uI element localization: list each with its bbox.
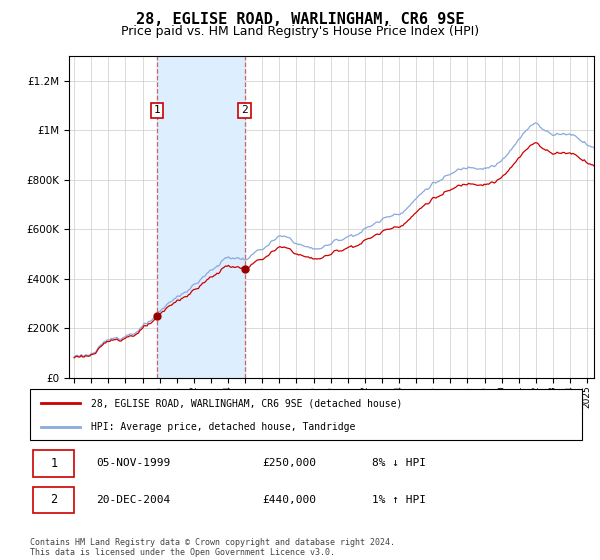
Text: 28, EGLISE ROAD, WARLINGHAM, CR6 9SE (detached house): 28, EGLISE ROAD, WARLINGHAM, CR6 9SE (de…: [91, 398, 402, 408]
FancyBboxPatch shape: [33, 487, 74, 513]
Text: 1: 1: [154, 105, 160, 115]
Text: £440,000: £440,000: [262, 495, 316, 505]
Text: 1% ↑ HPI: 1% ↑ HPI: [372, 495, 426, 505]
Text: Price paid vs. HM Land Registry's House Price Index (HPI): Price paid vs. HM Land Registry's House …: [121, 25, 479, 38]
Text: HPI: Average price, detached house, Tandridge: HPI: Average price, detached house, Tand…: [91, 422, 355, 432]
Text: 20-DEC-2004: 20-DEC-2004: [96, 495, 170, 505]
Text: 8% ↓ HPI: 8% ↓ HPI: [372, 459, 426, 468]
Text: Contains HM Land Registry data © Crown copyright and database right 2024.
This d: Contains HM Land Registry data © Crown c…: [30, 538, 395, 557]
Text: 1: 1: [50, 457, 57, 470]
Text: 2: 2: [50, 493, 57, 506]
Text: 05-NOV-1999: 05-NOV-1999: [96, 459, 170, 468]
Text: 2: 2: [241, 105, 248, 115]
Text: £250,000: £250,000: [262, 459, 316, 468]
Bar: [157, 56, 245, 378]
FancyBboxPatch shape: [30, 389, 582, 440]
Text: 28, EGLISE ROAD, WARLINGHAM, CR6 9SE: 28, EGLISE ROAD, WARLINGHAM, CR6 9SE: [136, 12, 464, 27]
FancyBboxPatch shape: [33, 450, 74, 477]
